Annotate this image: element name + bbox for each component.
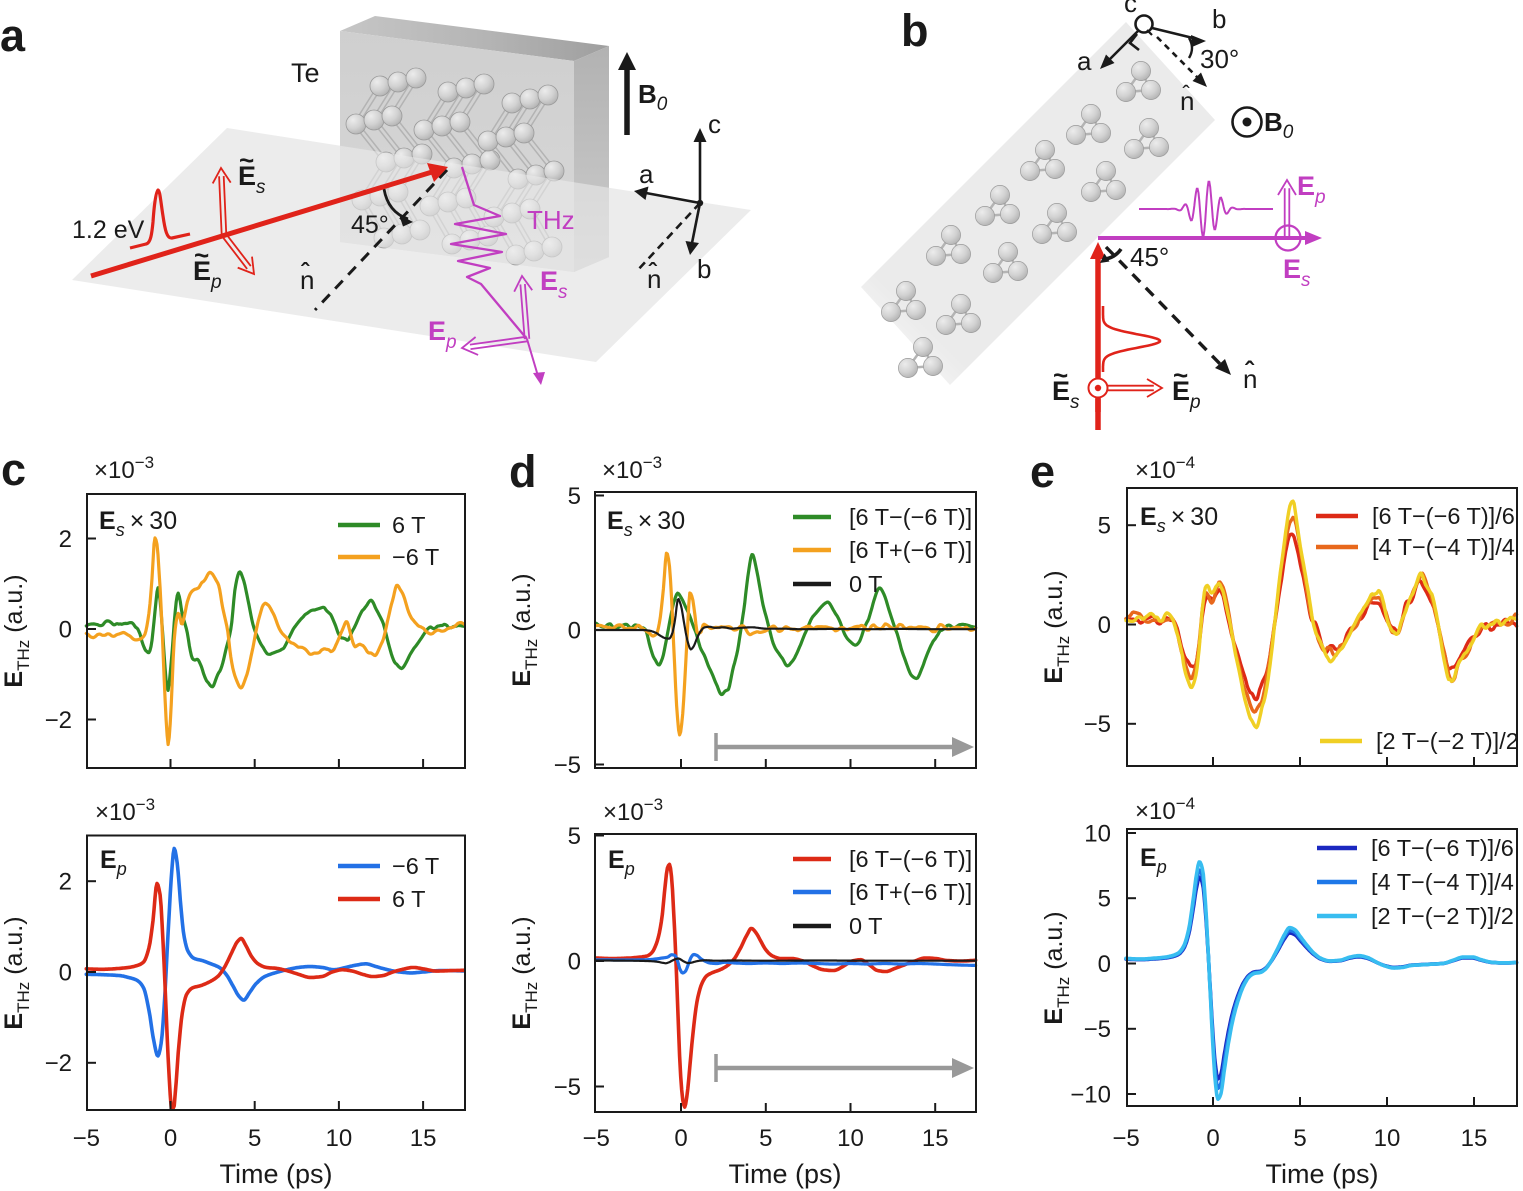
svg-text:0: 0: [59, 959, 72, 986]
svg-text:ˆ: ˆ: [1245, 356, 1255, 386]
svg-text:−2: −2: [45, 1050, 72, 1077]
svg-text:[4 T−(−4 T)]/4: [4 T−(−4 T)]/4: [1372, 534, 1515, 560]
svg-text:0: 0: [1206, 1125, 1219, 1152]
svg-text:0: 0: [568, 617, 581, 644]
svg-text:5: 5: [1293, 1125, 1306, 1152]
svg-text:0 T: 0 T: [849, 571, 883, 597]
svg-text:10: 10: [1084, 820, 1111, 847]
svg-text:[6 T+(−6 T)]: [6 T+(−6 T)]: [849, 537, 972, 563]
svg-text:0: 0: [164, 1125, 177, 1152]
svg-text:15: 15: [922, 1125, 949, 1152]
svg-text:Ep: Ep: [608, 846, 635, 879]
svg-text:[2 T−(−2 T)]/2: [2 T−(−2 T)]/2: [1376, 728, 1519, 754]
svg-text:n: n: [1243, 364, 1257, 394]
svg-text:−6 T: −6 T: [392, 544, 439, 570]
svg-text:c: c: [1, 444, 26, 495]
svg-text:5: 5: [759, 1125, 772, 1152]
svg-text:2: 2: [59, 526, 72, 553]
svg-text:ETHz (a.u.): ETHz (a.u.): [508, 573, 541, 686]
svg-text:[6 T−(−6 T)]/6: [6 T−(−6 T)]/6: [1372, 503, 1515, 529]
svg-text:n: n: [1180, 86, 1194, 116]
svg-text:0: 0: [1098, 951, 1111, 978]
svg-text:Ep: Ep: [100, 846, 127, 879]
svg-text:ETHz (a.u.): ETHz (a.u.): [1040, 570, 1073, 683]
svg-text:0: 0: [59, 616, 72, 643]
svg-text:6 T: 6 T: [392, 512, 426, 538]
svg-text:−5: −5: [554, 752, 581, 779]
svg-text:Time (ps): Time (ps): [729, 1159, 842, 1189]
svg-text:d: d: [509, 446, 537, 497]
svg-text:10: 10: [1374, 1125, 1401, 1152]
svg-text:2: 2: [59, 869, 72, 896]
svg-text:Es × 30: Es × 30: [1140, 503, 1218, 536]
svg-text:c: c: [1124, 0, 1137, 18]
svg-text:b: b: [901, 5, 929, 56]
svg-text:−2: −2: [45, 707, 72, 734]
svg-text:−5: −5: [554, 1074, 581, 1101]
svg-text:[2 T−(−2 T)]/2: [2 T−(−2 T)]/2: [1371, 903, 1514, 929]
svg-text:30°: 30°: [1200, 44, 1239, 74]
svg-text:Time (ps): Time (ps): [1266, 1159, 1379, 1189]
svg-text:−5: −5: [1084, 1016, 1111, 1043]
svg-text:~: ~: [239, 145, 254, 175]
svg-text:0: 0: [1098, 612, 1111, 639]
svg-text:15: 15: [410, 1125, 437, 1152]
svg-text:6 T: 6 T: [392, 886, 426, 912]
svg-text:[4 T−(−4 T)]/4: [4 T−(−4 T)]/4: [1371, 869, 1514, 895]
svg-text:~: ~: [1173, 360, 1188, 390]
svg-text:a: a: [0, 10, 26, 61]
svg-text:Es × 30: Es × 30: [607, 507, 685, 540]
svg-text:0 T: 0 T: [849, 913, 883, 939]
svg-text:1.2 eV: 1.2 eV: [72, 216, 145, 244]
svg-text:Es × 30: Es × 30: [99, 507, 177, 540]
svg-text:10: 10: [326, 1125, 353, 1152]
svg-text:b: b: [1212, 4, 1226, 34]
svg-text:a: a: [1077, 46, 1092, 76]
svg-text:5: 5: [1098, 886, 1111, 913]
svg-text:c: c: [708, 109, 721, 139]
svg-text:THz: THz: [527, 205, 575, 235]
svg-text:Te: Te: [291, 58, 320, 88]
svg-text:b: b: [697, 254, 711, 284]
svg-text:[6 T+(−6 T)]: [6 T+(−6 T)]: [849, 879, 972, 905]
svg-text:~: ~: [194, 240, 209, 270]
svg-text:0: 0: [674, 1125, 687, 1152]
svg-text:10: 10: [837, 1125, 864, 1152]
svg-text:~: ~: [1053, 360, 1068, 390]
svg-text:ˆ: ˆ: [301, 259, 310, 286]
svg-text:[6 T−(−6 T)]/6: [6 T−(−6 T)]/6: [1371, 835, 1514, 861]
svg-text:Time (ps): Time (ps): [220, 1159, 333, 1189]
svg-text:−6 T: −6 T: [392, 853, 439, 879]
svg-text:n: n: [300, 265, 314, 295]
svg-text:×10−4: ×10−4: [1135, 453, 1195, 484]
svg-text:[6 T−(−6 T)]: [6 T−(−6 T)]: [849, 846, 972, 872]
svg-text:5: 5: [568, 823, 581, 850]
svg-text:−10: −10: [1070, 1081, 1111, 1108]
svg-text:a: a: [639, 159, 654, 189]
svg-text:0: 0: [568, 948, 581, 975]
svg-text:5: 5: [1098, 513, 1111, 540]
svg-text:e: e: [1030, 446, 1055, 497]
svg-text:5: 5: [248, 1125, 261, 1152]
svg-text:Ep: Ep: [1140, 844, 1167, 877]
svg-text:−5: −5: [1084, 711, 1111, 738]
svg-text:ˆ: ˆ: [1183, 81, 1191, 106]
svg-text:ETHz (a.u.): ETHz (a.u.): [0, 916, 33, 1029]
svg-text:ˆ: ˆ: [649, 259, 658, 286]
svg-text:n: n: [647, 264, 661, 294]
svg-text:−5: −5: [583, 1125, 610, 1152]
svg-text:ETHz (a.u.): ETHz (a.u.): [1040, 911, 1073, 1024]
svg-text:45°: 45°: [351, 211, 389, 239]
svg-text:ETHz (a.u.): ETHz (a.u.): [0, 574, 33, 687]
svg-text:−5: −5: [1112, 1125, 1139, 1152]
svg-text:−5: −5: [73, 1125, 100, 1152]
svg-text:15: 15: [1461, 1125, 1488, 1152]
svg-text:5: 5: [568, 483, 581, 510]
svg-text:45°: 45°: [1130, 242, 1169, 272]
svg-text:[6 T−(−6 T)]: [6 T−(−6 T)]: [849, 504, 972, 530]
svg-text:ETHz (a.u.): ETHz (a.u.): [508, 916, 541, 1029]
